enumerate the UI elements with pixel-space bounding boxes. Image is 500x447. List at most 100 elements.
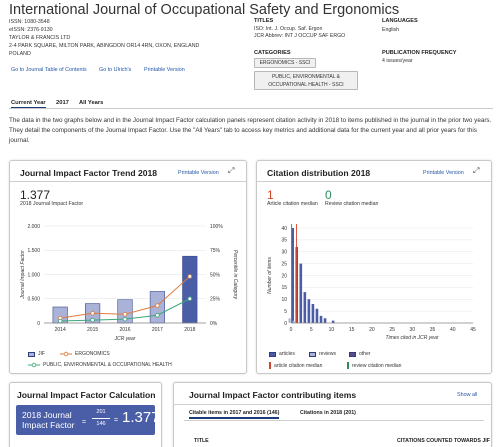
trend-printable-link[interactable]: Printable Version (178, 170, 219, 176)
trend-y2-tick-label: 25% (210, 297, 221, 303)
public-health-point (155, 313, 160, 318)
review-median-value: 0 (325, 188, 332, 202)
dist-x-tick-label: 10 (329, 327, 335, 333)
legend-ergonomics-swatch (60, 351, 72, 357)
ergonomics-point (155, 303, 160, 308)
article-bar (291, 228, 294, 323)
calc-panel-title: Journal Impact Factor Calculation (17, 390, 156, 400)
languages-heading: LANGUAGES (382, 18, 418, 24)
trend-y-tick-label: 1.500 (27, 248, 40, 254)
tab-2017[interactable]: 2017 (56, 100, 69, 106)
jif-result: 1.377 (122, 409, 160, 426)
dist-x-tick-label: 25 (389, 327, 395, 333)
trend-y-axis-title: Journal Impact Factor (20, 250, 26, 300)
legend-other: other (349, 351, 370, 357)
legend-public-health-label: PUBLIC, ENVIRONMENTAL & OCCUPATIONAL HEA… (43, 362, 172, 368)
dist-axis: 40 35 30 25 20 15 10 5 00 5 10 15 20 25 30 35 40 45 Times … (267, 226, 476, 341)
journal-title: International Journal of Occupational Sa… (9, 2, 400, 18)
printable-version-link[interactable]: Printable Version (144, 67, 185, 73)
jif-numerator: 201 (96, 409, 106, 415)
tab-citable-items[interactable]: Citable items in 2017 and 2016 (146) (189, 410, 280, 419)
ulrichs-link[interactable]: Go to Ulrich's (99, 67, 132, 73)
legend-other-swatch (349, 351, 356, 357)
tabs-divider (9, 108, 493, 109)
dist-y-tick-label: 30 (281, 250, 287, 256)
category-tag-line-2: OCCUPATIONAL HEALTH - SSCI (268, 82, 344, 88)
dist-printable-link[interactable]: Printable Version (423, 170, 464, 176)
expand-icon[interactable]: ⤢ (473, 166, 480, 175)
jif-trend-panel: Journal Impact Factor Trend 2018 Printab… (9, 160, 247, 374)
article-median-label: Article citation median (267, 201, 318, 207)
intro-text: The data in the two graphs below and in … (9, 117, 492, 145)
trend-y-tick-label: 1.000 (27, 272, 40, 278)
dist-y-tick-label: 15 (281, 285, 287, 291)
jcr-abbrev: JCR Abbrev: INT J OCCUP SAF ERGO (254, 33, 346, 39)
article-bar (311, 304, 315, 323)
dist-bars (288, 224, 335, 323)
legend-jif-label: JIF (38, 351, 45, 357)
trend-x-tick-label: 2017 (152, 327, 163, 333)
category-tag-public-health[interactable]: PUBLIC, ENVIRONMENTAL & OCCUPATIONAL HEA… (254, 71, 358, 90)
tab-citations[interactable]: Citations in 2018 (201) (300, 410, 356, 416)
dist-y-axis-title: Number of items (267, 257, 273, 294)
expand-icon[interactable]: ⤢ (228, 166, 235, 175)
publisher: TAYLOR & FRANCIS LTD (9, 35, 71, 41)
dist-x-tick-label: 45 (470, 327, 476, 333)
issn: ISSN: 1080-3548 (9, 19, 50, 25)
legend-jif: JIF (28, 351, 45, 357)
dist-y-tick-label: 5 (284, 309, 287, 315)
trend-y-tick-label: 0.500 (27, 297, 40, 303)
show-all-link[interactable]: Show all (457, 392, 478, 398)
trend-axis: 2.000 100% 1.500 75% 1.000 50% 0.500 25% 0 0% 2014… (20, 224, 238, 342)
jif-calc-label-line-1: 2018 Journal (22, 410, 72, 420)
article-bar (303, 292, 307, 323)
article-bar (307, 299, 311, 323)
jif-calc-equals-1: = (82, 419, 87, 426)
dist-x-tick-label: 40 (450, 327, 456, 333)
trend-y2-tick-label: 100% (210, 224, 223, 230)
ergonomics-point (122, 312, 128, 317)
dist-y-tick-label: 10 (281, 297, 287, 303)
legend-articles-label: articles (279, 351, 295, 357)
jif-calc-equals-2: = (114, 417, 119, 424)
trend-y2-tick-label: 50% (210, 272, 221, 278)
legend-public-health-swatch (28, 362, 40, 368)
trend-x-tick-label: 2015 (87, 327, 98, 333)
categories-heading: CATEGORIES (254, 50, 291, 56)
citation-distribution-panel: Citation distribution 2018 Printable Ver… (256, 160, 492, 374)
dist-y-tick-label: 0 (284, 321, 287, 327)
legend-article-median-swatch (269, 362, 271, 369)
toc-link[interactable]: Go to Journal Table of Contents (11, 67, 87, 73)
category-tag-line-1: PUBLIC, ENVIRONMENTAL & (271, 74, 341, 80)
article-bar (299, 263, 303, 323)
trend-y-tick-label: 0 (37, 321, 40, 327)
article-bar (319, 315, 323, 323)
dist-x-axis-title: Times cited in JCR year (385, 335, 438, 341)
review-median-label: Review citation median (325, 201, 379, 207)
eissn: eISSN: 2376-9130 (9, 27, 53, 33)
contrib-panel-divider (174, 404, 491, 405)
legend-ergonomics: ERGONOMICS (60, 351, 110, 357)
legend-public-health: PUBLIC, ENVIRONMENTAL & OCCUPATIONAL HEA… (28, 362, 172, 368)
jif-fraction-bar (92, 418, 110, 419)
contributing-items-panel: Journal Impact Factor contributing items… (173, 382, 492, 447)
dist-x-tick-label: 30 (410, 327, 416, 333)
trend-x-tick-label: 2014 (55, 327, 66, 333)
dist-x-tick-label: 5 (310, 327, 313, 333)
tab-all-years[interactable]: All Years (79, 100, 104, 106)
dist-y-tick-label: 25 (281, 261, 287, 267)
public-health-point (187, 296, 192, 301)
legend-ergonomics-label: ERGONOMICS (75, 351, 110, 357)
dist-panel-title: Citation distribution 2018 (267, 168, 371, 178)
trend-y2-tick-label: 75% (210, 248, 221, 254)
category-tag-ergonomics[interactable]: ERGONOMICS - SSCI (254, 58, 316, 68)
citation-distribution-chart: 40 35 30 25 20 15 10 5 00 5 10 15 20 25 30 35 40 45 Times … (267, 224, 476, 341)
dist-x-tick-label: 20 (369, 327, 375, 333)
jif-trend-chart: 2.000 100% 1.500 75% 1.000 50% 0.500 25% 0 0% 2014… (20, 224, 238, 342)
trend-y2-tick-label: 0% (210, 321, 218, 327)
column-citations: CITATIONS COUNTED TOWARDS JIF (397, 438, 490, 444)
ergonomics-point (187, 274, 192, 279)
review-bar (288, 318, 291, 323)
frequency-value: 4 issues/year (382, 58, 413, 64)
frequency-heading: PUBLICATION FREQUENCY (382, 50, 457, 56)
